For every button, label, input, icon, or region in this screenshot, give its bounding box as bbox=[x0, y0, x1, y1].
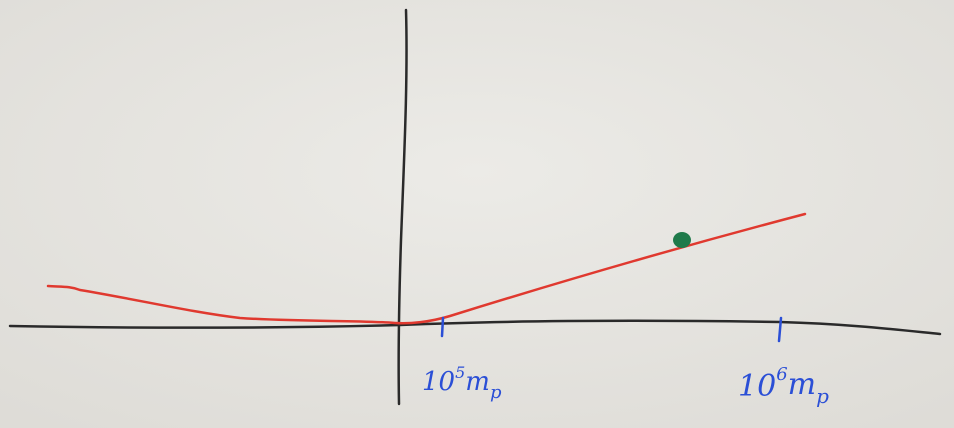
label-base: 10 bbox=[422, 367, 455, 397]
green-dot bbox=[673, 232, 691, 248]
tick-mark bbox=[442, 318, 443, 336]
label-exponent: 5 bbox=[455, 363, 465, 382]
page: {"tick_labels": [ {"base": "10", "expone… bbox=[0, 0, 954, 428]
label-subscript: p bbox=[816, 384, 829, 408]
label-unit: m bbox=[788, 367, 816, 402]
label-base: 10 bbox=[738, 369, 776, 404]
whiteboard-sketch: 105mp 106mp bbox=[0, 0, 954, 428]
label-exponent: 6 bbox=[776, 364, 787, 385]
label-subscript: p bbox=[490, 382, 502, 403]
label-unit: m bbox=[465, 367, 490, 397]
board-background bbox=[0, 0, 954, 428]
